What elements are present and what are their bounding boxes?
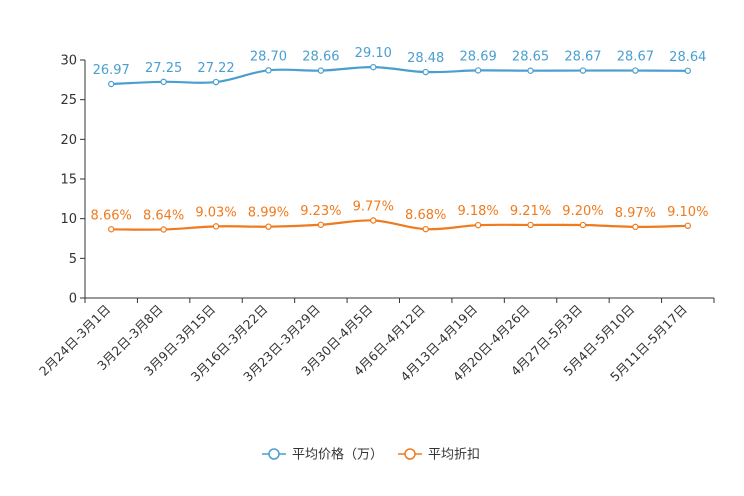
data-point[interactable] — [108, 226, 115, 233]
data-label: 28.65 — [512, 50, 549, 65]
y-tick-label: 20 — [60, 133, 77, 148]
data-label: 28.64 — [669, 50, 706, 65]
legend-label: 平均折扣 — [428, 448, 480, 463]
data-point[interactable] — [265, 67, 272, 74]
y-tick-label: 5 — [69, 252, 77, 267]
data-point[interactable] — [684, 67, 691, 74]
data-label: 28.70 — [250, 49, 287, 64]
legend[interactable]: 平均价格（万） 平均折扣 — [262, 447, 480, 463]
legend-label: 平均价格（万） — [292, 447, 383, 463]
data-point[interactable] — [579, 221, 587, 229]
data-label: 9.10% — [667, 205, 708, 220]
data-point[interactable] — [160, 78, 167, 86]
data-point[interactable] — [632, 223, 639, 231]
data-point[interactable] — [684, 222, 691, 230]
series-line — [111, 219, 688, 231]
data-point[interactable] — [212, 223, 220, 230]
series-layer: 26.97 27.25 27.22 28.70 28.66 29.10 28.48 28.69… — [91, 46, 708, 233]
y-tick-label: 30 — [60, 54, 77, 69]
data-point[interactable] — [422, 68, 429, 76]
data-label: 27.25 — [145, 61, 182, 76]
data-point[interactable] — [579, 67, 587, 74]
data-point[interactable] — [527, 67, 534, 74]
data-label: 8.64% — [143, 208, 184, 223]
data-point[interactable] — [474, 221, 482, 229]
data-point[interactable] — [632, 67, 639, 74]
data-point[interactable] — [108, 80, 115, 88]
data-label: 28.67 — [564, 50, 601, 65]
data-point[interactable] — [317, 67, 325, 74]
data-point[interactable] — [370, 63, 377, 71]
data-label: 28.67 — [617, 50, 654, 65]
data-label: 9.21% — [510, 204, 551, 219]
data-label: 9.77% — [353, 199, 394, 214]
data-point[interactable] — [370, 217, 377, 224]
data-point[interactable] — [212, 78, 220, 86]
y-tick-label: 25 — [60, 93, 77, 108]
legend-marker-icon — [404, 448, 416, 460]
data-label: 27.22 — [197, 61, 234, 76]
data-label: 9.23% — [300, 204, 341, 219]
data-label: 9.20% — [562, 204, 603, 219]
data-label: 28.48 — [407, 51, 444, 66]
legend-marker-icon — [268, 448, 280, 460]
data-label: 26.97 — [93, 63, 130, 78]
series-1: 26.97 27.25 27.22 28.70 28.66 29.10 28.48 28.69… — [93, 46, 706, 88]
data-point[interactable] — [474, 67, 482, 74]
data-label: 28.69 — [460, 49, 497, 64]
y-tick-label: 10 — [60, 212, 77, 227]
data-point[interactable] — [317, 221, 325, 228]
data-label: 8.99% — [248, 206, 289, 221]
data-point[interactable] — [265, 223, 272, 230]
data-label: 8.97% — [615, 206, 656, 221]
series-line — [111, 66, 688, 86]
y-axis: 0 5 10 15 20 25 30 — [60, 54, 86, 307]
data-label: 28.66 — [302, 50, 339, 65]
x-axis: 2月24日-3月1日3月2日-3月8日3月9日-3月15日3月16日-3月22日… — [36, 297, 715, 384]
series-2: 8.66% 8.64% 9.03% 8.99% 9.23% 9.77% 8.68% 9.18%… — [91, 199, 708, 233]
y-tick-label: 0 — [69, 292, 77, 307]
data-point[interactable] — [527, 221, 534, 229]
data-label: 29.10 — [355, 46, 392, 61]
y-tick-label: 15 — [60, 173, 77, 188]
data-label: 9.03% — [195, 205, 236, 220]
data-point[interactable] — [160, 226, 167, 233]
data-label: 9.18% — [457, 204, 498, 219]
data-label: 8.66% — [91, 208, 132, 223]
legend-item-1[interactable]: 平均价格（万） — [262, 447, 383, 463]
data-label: 8.68% — [405, 208, 446, 223]
legend-item-2[interactable]: 平均折扣 — [398, 448, 480, 463]
data-point[interactable] — [422, 225, 429, 233]
